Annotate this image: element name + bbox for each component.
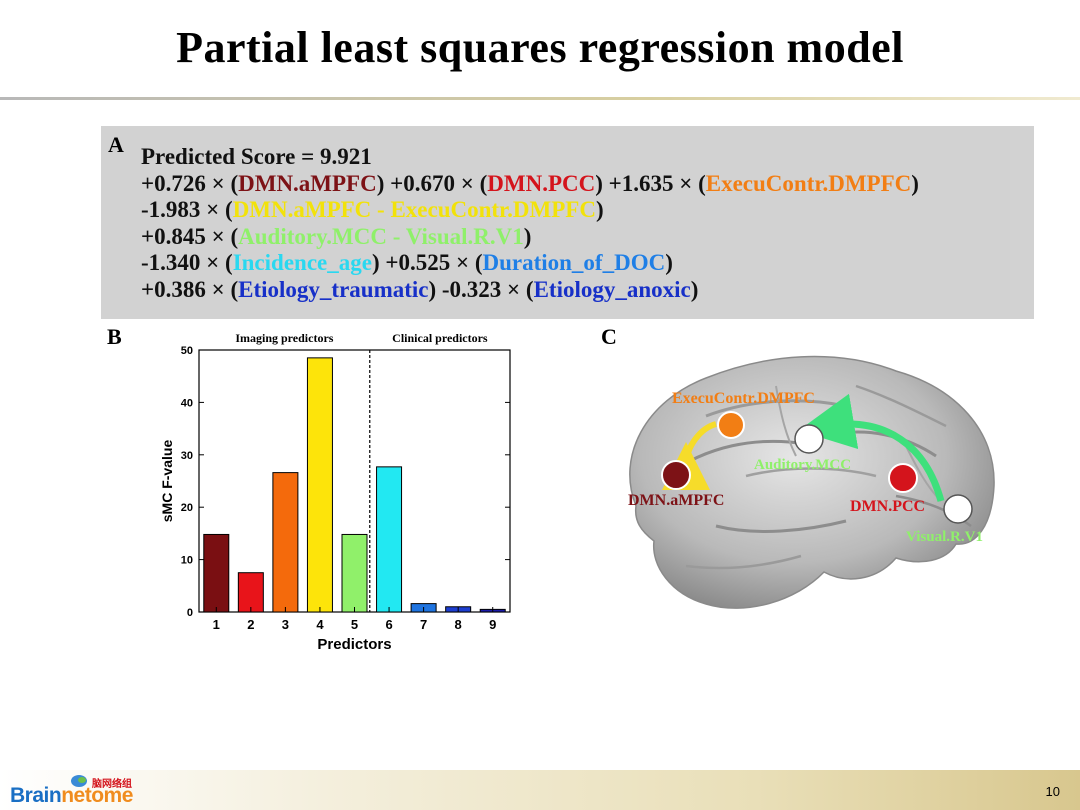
y-tick-label: 30 bbox=[181, 450, 193, 462]
x-tick-label: 6 bbox=[385, 617, 392, 632]
node-dmn-pcc bbox=[888, 463, 918, 493]
x-tick-label: 9 bbox=[489, 617, 496, 632]
label-dmn-pcc: DMN.PCC bbox=[850, 498, 925, 515]
y-tick-label: 20 bbox=[181, 502, 193, 514]
brainnetome-logo: 脑网络组 Brainnetome bbox=[10, 773, 150, 809]
equation-coefficient: ) bbox=[665, 250, 673, 275]
logo-brain-text: Brain bbox=[10, 784, 62, 807]
x-tick-label: 4 bbox=[316, 617, 324, 632]
y-tick-label: 10 bbox=[181, 555, 193, 567]
panel-b-letter: B bbox=[107, 324, 122, 349]
node-dmn-ampfc bbox=[661, 460, 691, 490]
equation-coefficient: ) +0.670 × ( bbox=[376, 170, 488, 196]
brain-medial-view: ExecuContr.DMPFC Auditory.MCC DMN.aMPFC … bbox=[628, 355, 995, 609]
bar-predictor-6 bbox=[376, 466, 403, 613]
equation-term: Auditory.MCC - Visual.R.V1 bbox=[238, 223, 524, 249]
brain-logo-icon bbox=[71, 775, 87, 787]
title-divider bbox=[0, 97, 1080, 100]
y-tick-label: 50 bbox=[181, 345, 193, 357]
equation-term: DMN.aMPFC bbox=[238, 170, 377, 196]
smc-f-value-bar-chart: 0 10 20 30 40 50 1 2 3 4 5 6 7 8 9 Imaging predictors Cl… bbox=[159, 331, 511, 653]
logo-netome-text: netome bbox=[61, 784, 133, 807]
bar-predictor-5 bbox=[341, 533, 368, 613]
label-auditory-mcc: Auditory.MCC bbox=[754, 457, 851, 473]
bar-predictor-2 bbox=[237, 572, 264, 613]
regression-equation: Predicted Score = 9.921 +0.726 × (DMN.aM… bbox=[141, 144, 919, 303]
equation-line-2: +0.726 × (DMN.aMPFC) +0.670 × (DMN.PCC) … bbox=[141, 171, 919, 198]
equation-line-1: Predicted Score = 9.921 bbox=[141, 144, 919, 171]
y-axis-label: sMC F-value bbox=[159, 440, 175, 523]
equation-term: Incidence_age bbox=[232, 250, 372, 275]
node-execucontr-dmpfc bbox=[717, 411, 745, 439]
equation-line-5: -1.340 × (Incidence_age) +0.525 × (Durat… bbox=[141, 250, 919, 277]
panel-a-letter: A bbox=[108, 132, 124, 157]
equation-line-6: +0.386 × (Etiology_traumatic) -0.323 × (… bbox=[141, 277, 919, 304]
equation-coefficient: ) bbox=[595, 197, 604, 222]
bar-predictor-4 bbox=[306, 357, 333, 613]
x-tick-label: 8 bbox=[455, 617, 462, 632]
equation-coefficient: -1.983 × ( bbox=[141, 197, 233, 222]
x-tick-label: 7 bbox=[420, 617, 427, 632]
x-tick-label: 5 bbox=[351, 617, 358, 632]
slide-title: Partial least squares regression model bbox=[176, 23, 904, 72]
group-label-clinical: Clinical predictors bbox=[392, 331, 488, 345]
page-number: 10 bbox=[1045, 784, 1060, 799]
equation-coefficient: ) +0.525 × ( bbox=[371, 250, 483, 275]
equation-line-4: +0.845 × (Auditory.MCC - Visual.R.V1) bbox=[141, 224, 919, 251]
visual-to-auditory-arrow bbox=[798, 393, 945, 502]
label-visual-r-v1: Visual.R.V1 bbox=[906, 529, 983, 545]
equation-coefficient: +0.726 × ( bbox=[141, 170, 239, 196]
logo-chinese-text: 脑网络组 bbox=[92, 779, 132, 790]
equation-coefficient: ) bbox=[523, 223, 532, 249]
bar-predictor-3 bbox=[272, 472, 299, 613]
node-visual-r-v1 bbox=[943, 494, 973, 524]
x-tick-label: 1 bbox=[213, 617, 220, 632]
equation-term: Duration_of_DOC bbox=[482, 250, 666, 275]
panel-c-letter: C bbox=[601, 324, 617, 349]
equation-coefficient: ) +1.635 × ( bbox=[595, 170, 706, 196]
node-auditory-mcc bbox=[794, 424, 824, 454]
equation-coefficient: +0.386 × ( bbox=[141, 276, 239, 302]
x-tick-label: 2 bbox=[247, 617, 254, 632]
equation-term: Etiology_anoxic bbox=[533, 276, 691, 302]
equation-term: DMN.aMPFC - ExecuContr.DMPFC bbox=[232, 197, 596, 222]
logo-wordmark: Brainnetome bbox=[10, 784, 133, 808]
equation-term: DMN.PCC bbox=[487, 170, 596, 196]
y-tick-label: 40 bbox=[181, 397, 193, 409]
dmpfc-to-ampfc-arrow bbox=[661, 421, 718, 491]
predicted-score-intercept: 9.921 bbox=[319, 144, 372, 169]
equation-coefficient: ) bbox=[690, 276, 699, 302]
equation-coefficient: -1.340 × ( bbox=[141, 250, 233, 275]
x-axis-label: Predictors bbox=[317, 636, 391, 653]
equation-coefficient: +0.845 × ( bbox=[141, 223, 239, 249]
equation-coefficient: ) bbox=[911, 170, 919, 196]
regression-equation-panel: A Predicted Score = 9.921 +0.726 × (DMN.… bbox=[101, 126, 1034, 319]
x-tick-label: 3 bbox=[282, 617, 289, 632]
footer-bar bbox=[0, 770, 1080, 810]
group-label-imaging: Imaging predictors bbox=[235, 331, 333, 345]
equation-coefficient: ) -0.323 × ( bbox=[428, 276, 534, 302]
equation-term: ExecuContr.DMPFC bbox=[705, 170, 912, 196]
bar-predictor-1 bbox=[203, 533, 230, 613]
label-dmn-ampfc: DMN.aMPFC bbox=[628, 492, 724, 509]
y-tick-label: 0 bbox=[187, 607, 193, 619]
equation-line-3: -1.983 × (DMN.aMPFC - ExecuContr.DMPFC) bbox=[141, 197, 919, 224]
predicted-score-label: Predicted Score = bbox=[141, 144, 320, 169]
equation-term: Etiology_traumatic bbox=[238, 276, 429, 302]
label-execucontr-dmpfc: ExecuContr.DMPFC bbox=[672, 390, 815, 407]
